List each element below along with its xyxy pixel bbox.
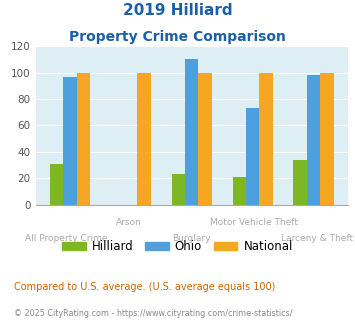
Bar: [185, 59, 198, 205]
Text: Compared to U.S. average. (U.S. average equals 100): Compared to U.S. average. (U.S. average …: [14, 282, 275, 292]
Bar: [320, 73, 334, 205]
Bar: [50, 164, 63, 205]
Bar: [260, 73, 273, 205]
Bar: [246, 108, 260, 205]
Bar: [307, 75, 320, 205]
Text: Larceny & Theft: Larceny & Theft: [280, 234, 353, 243]
Text: 2019 Hilliard: 2019 Hilliard: [123, 3, 232, 18]
Text: Property Crime Comparison: Property Crime Comparison: [69, 30, 286, 44]
Text: Arson: Arson: [116, 218, 142, 227]
Bar: [294, 160, 307, 205]
Text: © 2025 CityRating.com - https://www.cityrating.com/crime-statistics/: © 2025 CityRating.com - https://www.city…: [14, 309, 293, 317]
Bar: [137, 73, 151, 205]
Bar: [198, 73, 212, 205]
Bar: [233, 177, 246, 205]
Legend: Hilliard, Ohio, National: Hilliard, Ohio, National: [58, 236, 297, 258]
Bar: [77, 73, 90, 205]
Text: Burglary: Burglary: [173, 234, 211, 243]
Bar: [171, 174, 185, 205]
Text: Motor Vehicle Theft: Motor Vehicle Theft: [210, 218, 298, 227]
Text: All Property Crime: All Property Crime: [26, 234, 108, 243]
Bar: [63, 77, 77, 205]
